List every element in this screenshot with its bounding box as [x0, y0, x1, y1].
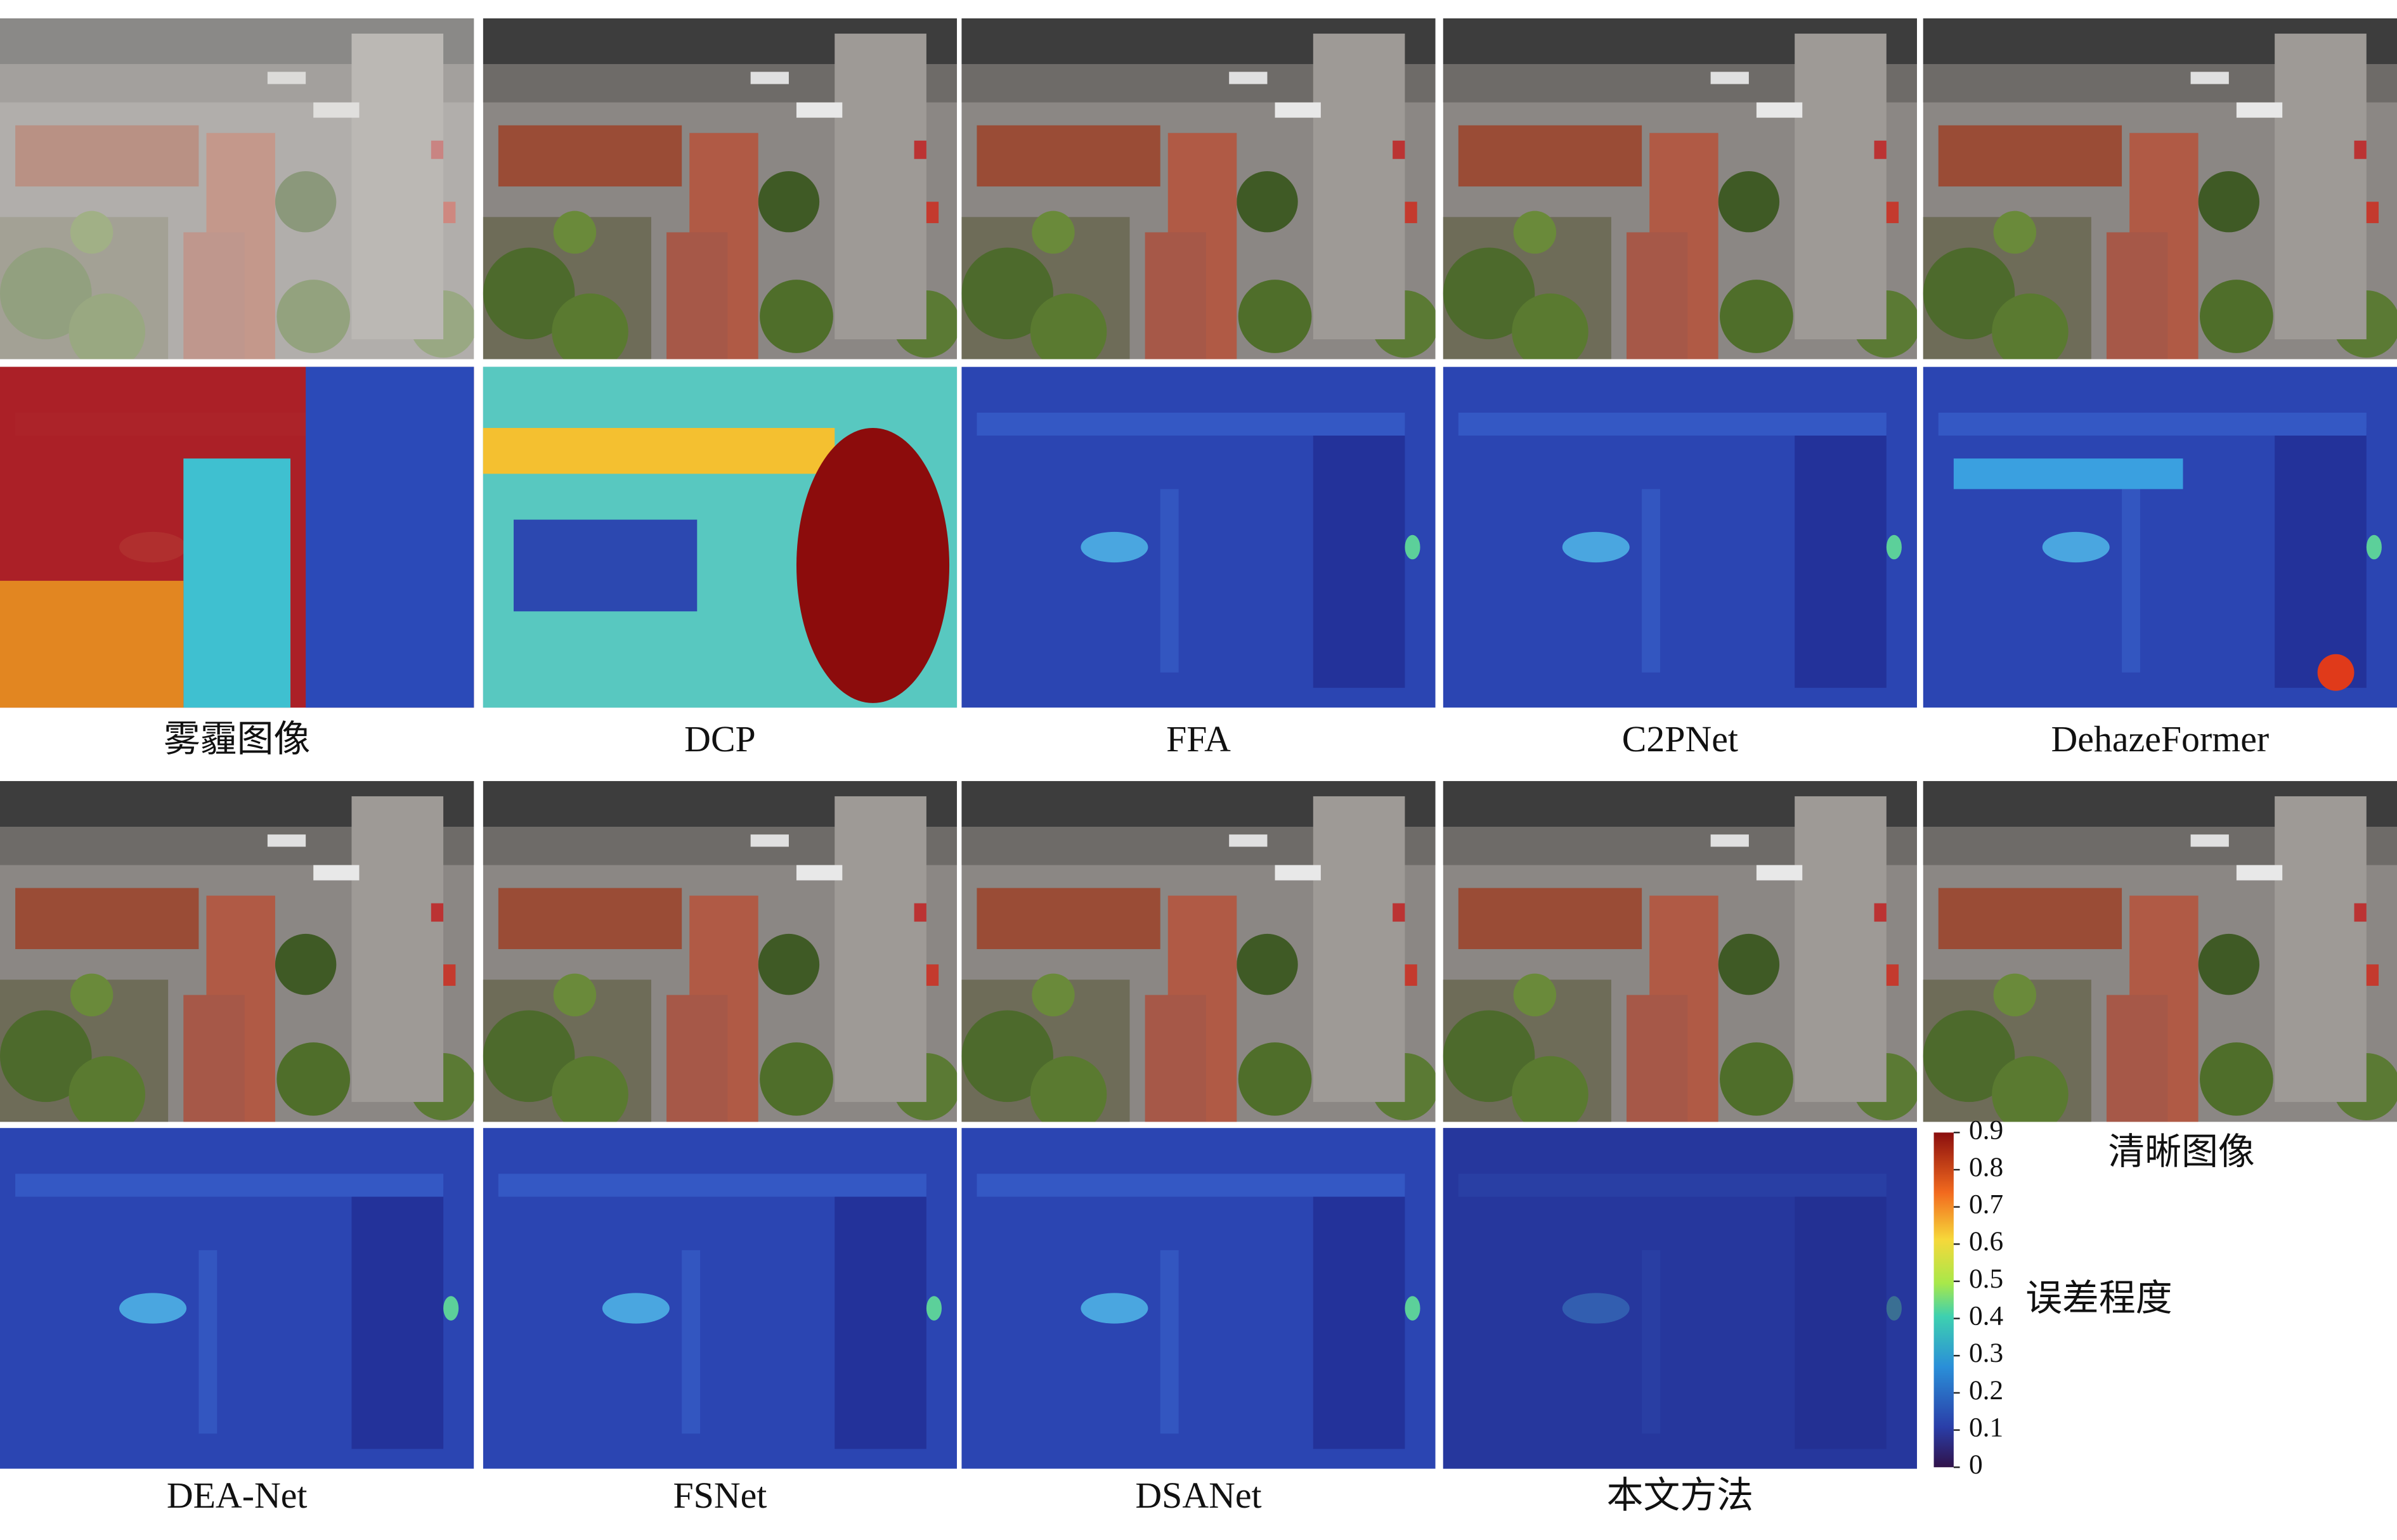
panel-label: DCP — [684, 718, 756, 760]
error-region — [514, 519, 698, 612]
colorbar-tick-label: 0.6 — [1969, 1226, 2003, 1257]
panel-label: DEA-Net — [167, 1475, 308, 1516]
error-map — [961, 366, 1436, 708]
image-panel — [483, 18, 958, 359]
panel-label: FSNet — [673, 1475, 767, 1516]
panels — [0, 18, 2397, 1469]
error-map — [961, 1128, 1436, 1469]
error-region — [0, 581, 184, 708]
error-region — [796, 427, 950, 703]
image-panel — [0, 780, 474, 1122]
image-panel — [1923, 780, 2397, 1122]
error-map — [1443, 366, 1918, 708]
image-panel — [483, 780, 958, 1122]
image-panel — [1443, 18, 1918, 359]
image-panel — [961, 18, 1436, 359]
panel-label: FFA — [1166, 718, 1231, 760]
error-region — [483, 427, 835, 474]
colorbar-tick-label: 0.2 — [1969, 1375, 2003, 1406]
error-map — [1923, 366, 2397, 708]
colorbar-title: 误差程度 — [2025, 1278, 2172, 1319]
colorbar — [1933, 1132, 1954, 1468]
colorbar-tick-label: 0 — [1969, 1449, 1983, 1480]
image-panel — [1923, 18, 2397, 359]
panel-label: DSANet — [1135, 1475, 1261, 1516]
colorbar-tick-label: 0.7 — [1969, 1189, 2003, 1220]
image-panel — [1443, 780, 1918, 1122]
panel-label: 雾霾图像 — [164, 718, 310, 760]
panel-label: C2PNet — [1622, 718, 1738, 760]
error-region — [183, 458, 291, 708]
image-panel — [961, 780, 1436, 1122]
error-region — [1953, 458, 2183, 489]
colorbar-tick-label: 0.8 — [1969, 1152, 2003, 1182]
colorbar-ticks: 0 0.1 0.2 0.3 0.4 0.5 0.6 0.7 0.8 0.9 — [1953, 1115, 2004, 1480]
colorbar-tick-label: 0.4 — [1969, 1301, 2004, 1331]
error-region — [2317, 654, 2355, 691]
labels: 雾霾图像 DCP FFA C2PNet DehazeFormer DEA-Net FSNet… — [164, 718, 2269, 1516]
panel-label: 清晰图像 — [2108, 1131, 2254, 1172]
colorbar-tick-label: 0.1 — [1969, 1413, 2003, 1443]
error-region — [1443, 1128, 1918, 1469]
colorbar-tick-label: 0.9 — [1969, 1115, 2003, 1145]
error-map — [483, 1128, 958, 1469]
haze-overlay — [0, 18, 474, 359]
panel-label: DehazeFormer — [2051, 718, 2269, 760]
error-map — [0, 1128, 474, 1469]
colorbar-tick-label: 0.3 — [1969, 1338, 2003, 1368]
panel-label: 本文方法 — [1607, 1475, 1753, 1516]
error-region — [306, 366, 474, 708]
colorbar-tick-label: 0.5 — [1969, 1264, 2003, 1294]
